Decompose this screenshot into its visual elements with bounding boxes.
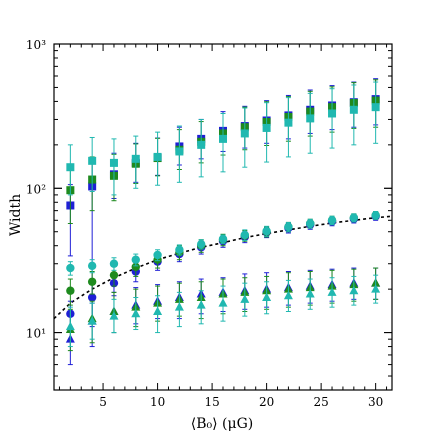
data-point-square xyxy=(284,118,293,127)
data-point-square xyxy=(109,158,118,167)
data-point-circle xyxy=(153,250,162,260)
data-point-circle xyxy=(262,226,271,236)
data-point-circle xyxy=(87,277,97,286)
data-point-circle xyxy=(87,261,97,271)
series-square-2 xyxy=(66,81,380,196)
data-point-circle xyxy=(131,255,140,264)
series-triangle-8 xyxy=(65,274,381,348)
data-point-square xyxy=(349,105,358,114)
data-point-triangle xyxy=(262,292,272,302)
data-point-square xyxy=(219,134,227,143)
data-point-triangle xyxy=(349,285,359,295)
data-point-triangle xyxy=(196,300,206,309)
data-point-circle xyxy=(371,211,380,220)
data-point-square xyxy=(197,140,206,149)
data-point-circle xyxy=(109,270,119,280)
data-point-square xyxy=(131,154,140,163)
axes: 5 10 15 20 25 30 10¹ 10² 10³ xyxy=(26,38,393,409)
x-axis-title: ⟨B₀⟩ (μG) xyxy=(191,416,253,432)
data-point-circle xyxy=(284,222,293,232)
data-point-circle xyxy=(349,213,359,222)
x-tick-label: 20 xyxy=(259,395,274,409)
data-point-triangle xyxy=(109,311,119,320)
data-point-circle xyxy=(87,293,97,302)
data-point-circle xyxy=(306,219,315,228)
data-point-triangle xyxy=(65,321,75,331)
data-point-circle xyxy=(66,286,75,295)
data-point-circle xyxy=(175,245,184,254)
data-point-triangle xyxy=(371,284,381,293)
data-point-triangle xyxy=(240,294,250,303)
data-point-circle xyxy=(196,239,206,249)
data-point-circle xyxy=(66,263,75,273)
y-tick-label: 10³ xyxy=(26,38,46,52)
data-point-circle xyxy=(131,262,140,272)
data-point-square xyxy=(240,129,249,138)
data-point-square xyxy=(306,114,315,123)
x-tick-label: 5 xyxy=(99,395,107,409)
data-point-triangle xyxy=(131,308,141,318)
data-point-triangle xyxy=(327,287,337,296)
data-point-triangle xyxy=(153,306,163,315)
data-point-square xyxy=(66,163,75,172)
x-tick-label: 10 xyxy=(150,395,165,409)
data-point-circle xyxy=(240,230,250,240)
data-point-square xyxy=(175,147,184,156)
x-tick-label: 25 xyxy=(313,395,328,409)
data-point-square xyxy=(88,156,97,165)
data-point-square xyxy=(371,103,380,112)
data-point-triangle xyxy=(218,298,228,307)
y-axis-title: Width xyxy=(8,194,24,236)
y-tick-label: 10¹ xyxy=(26,327,46,341)
data-point-circle xyxy=(109,259,119,268)
data-point-triangle xyxy=(174,302,184,311)
series-circle-5 xyxy=(66,211,380,276)
data-point-circle xyxy=(327,216,337,225)
x-tick-label: 30 xyxy=(368,395,383,409)
data-point-square xyxy=(153,152,162,161)
data-series xyxy=(53,78,393,366)
data-point-square xyxy=(262,123,271,132)
y-tick-label: 10² xyxy=(26,182,46,196)
data-point-circle xyxy=(218,234,228,244)
data-point-square xyxy=(328,109,337,118)
data-point-triangle xyxy=(305,289,315,298)
x-tick-label: 15 xyxy=(204,395,219,409)
data-point-triangle xyxy=(283,290,293,300)
data-point-triangle xyxy=(87,316,97,325)
